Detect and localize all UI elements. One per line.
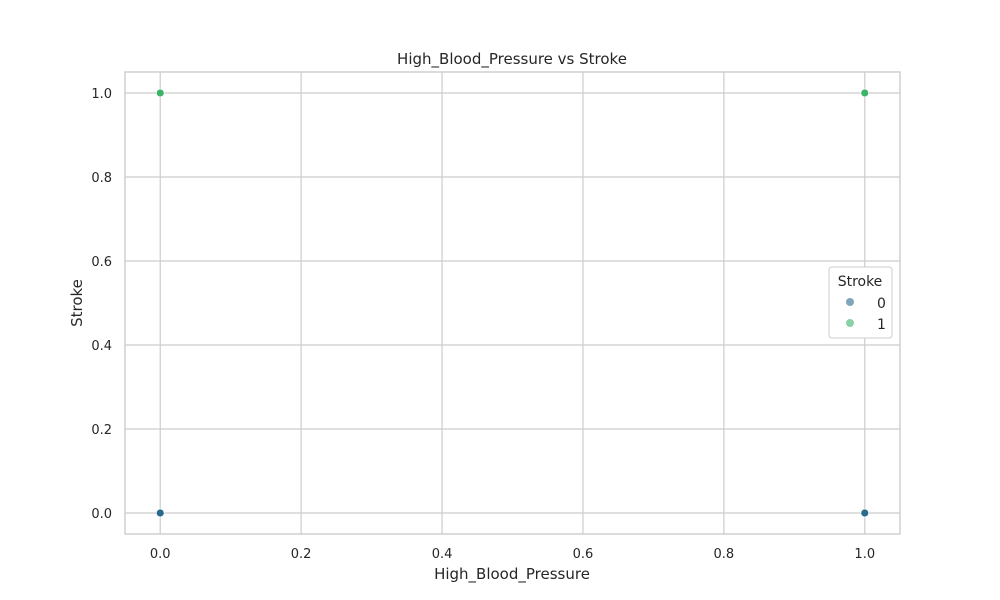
data-points bbox=[155, 88, 870, 518]
scatter-point-stroke-0 bbox=[860, 508, 870, 518]
scatter-point-stroke-1 bbox=[155, 88, 165, 98]
y-tick-label: 1.0 bbox=[91, 87, 112, 102]
y-tick-label: 0.8 bbox=[91, 171, 112, 186]
legend-marker bbox=[846, 298, 854, 306]
x-tick-label: 0.6 bbox=[573, 547, 594, 562]
y-axis-label: Stroke bbox=[68, 279, 86, 327]
y-tick-label: 0.4 bbox=[91, 339, 112, 354]
x-tick-label: 0.2 bbox=[291, 547, 312, 562]
legend-title: Stroke bbox=[838, 274, 883, 290]
y-tick-label: 0.2 bbox=[91, 423, 112, 438]
x-tick-label: 1.0 bbox=[854, 547, 875, 562]
x-tick-label: 0.0 bbox=[150, 547, 171, 562]
x-tick-label: 0.8 bbox=[714, 547, 735, 562]
grid-lines bbox=[125, 72, 900, 534]
x-tick-label: 0.4 bbox=[432, 547, 453, 562]
scatter-point-stroke-1 bbox=[860, 88, 870, 98]
x-axis-label: High_Blood_Pressure bbox=[434, 565, 590, 584]
plot-frame bbox=[124, 71, 901, 535]
legend-marker bbox=[846, 319, 854, 327]
chart-title: High_Blood_Pressure vs Stroke bbox=[397, 50, 627, 69]
y-tick-label: 0.6 bbox=[91, 255, 112, 270]
y-ticks: 0.0 0.2 0.4 0.6 0.8 1.0 bbox=[91, 87, 112, 522]
legend-box bbox=[828, 266, 893, 339]
y-tick-label: 0.0 bbox=[91, 507, 112, 522]
scatter-point-stroke-0 bbox=[155, 508, 165, 518]
legend: Stroke 0 1 bbox=[828, 266, 893, 339]
legend-label: 1 bbox=[877, 317, 886, 333]
x-ticks: 0.0 0.2 0.4 0.6 0.8 1.0 bbox=[150, 547, 875, 562]
legend-label: 0 bbox=[877, 296, 886, 312]
